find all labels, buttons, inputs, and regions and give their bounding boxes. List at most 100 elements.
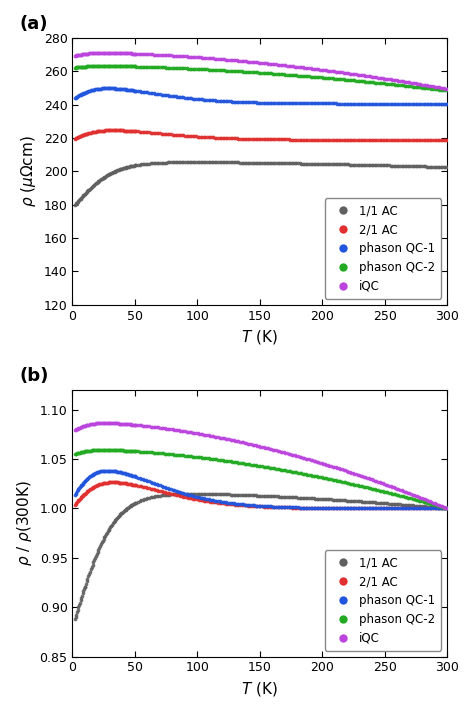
Point xyxy=(188,130,195,142)
Point xyxy=(121,61,128,72)
Point xyxy=(357,98,365,109)
Point xyxy=(218,157,225,168)
Point xyxy=(258,133,266,145)
Point xyxy=(214,496,222,507)
Point xyxy=(329,73,337,84)
Point xyxy=(238,133,246,144)
Point xyxy=(102,125,110,136)
Point xyxy=(90,557,97,568)
Point xyxy=(73,448,80,459)
Point xyxy=(261,58,269,69)
Point xyxy=(94,444,101,456)
Point xyxy=(131,498,139,509)
Point xyxy=(125,478,133,490)
Point xyxy=(83,186,91,198)
Point xyxy=(134,472,142,483)
Point xyxy=(290,98,297,109)
Point xyxy=(126,84,134,96)
Point xyxy=(256,97,264,108)
Point xyxy=(222,96,229,107)
Point xyxy=(137,159,145,170)
Point xyxy=(105,444,112,456)
Point xyxy=(376,98,383,109)
Point xyxy=(91,61,99,72)
Point xyxy=(127,469,135,481)
Point xyxy=(78,590,86,601)
Point xyxy=(230,498,237,509)
Point xyxy=(297,134,305,145)
Point xyxy=(443,161,451,173)
Point xyxy=(296,451,303,463)
Point xyxy=(275,501,283,513)
Point xyxy=(79,588,87,599)
Point xyxy=(115,125,123,136)
Point xyxy=(228,498,236,509)
Point xyxy=(165,62,173,73)
Point xyxy=(230,456,237,468)
Point xyxy=(333,462,341,473)
Point xyxy=(77,446,84,458)
Point xyxy=(329,503,337,514)
Point xyxy=(122,504,129,515)
Point xyxy=(99,173,107,184)
Point xyxy=(78,48,86,60)
Point xyxy=(145,158,153,169)
Point xyxy=(195,428,203,439)
Point xyxy=(110,61,118,72)
Point xyxy=(85,184,93,195)
Point xyxy=(368,503,375,514)
Point xyxy=(81,61,89,72)
Point xyxy=(294,502,302,513)
Point xyxy=(78,421,85,433)
Point xyxy=(112,47,120,58)
Point xyxy=(413,160,421,172)
Point xyxy=(121,505,128,516)
Point xyxy=(332,503,339,514)
Point xyxy=(351,159,358,170)
Point xyxy=(243,66,250,78)
Point xyxy=(128,500,135,511)
Point xyxy=(351,496,358,507)
Point xyxy=(74,496,82,507)
Point xyxy=(280,501,288,513)
Point xyxy=(126,501,134,512)
Point xyxy=(128,419,135,430)
Point xyxy=(250,439,258,451)
Point xyxy=(208,53,216,64)
Point xyxy=(136,496,143,507)
Point xyxy=(356,69,363,81)
Point xyxy=(231,66,239,77)
Point xyxy=(421,503,429,514)
Point xyxy=(374,134,382,145)
Point xyxy=(131,125,139,137)
Point xyxy=(213,497,220,508)
Point xyxy=(428,498,435,510)
Point xyxy=(283,465,291,476)
Point xyxy=(326,134,333,145)
Point xyxy=(161,448,168,459)
Point xyxy=(128,478,135,490)
Point xyxy=(163,423,170,434)
Point xyxy=(354,496,362,507)
Point xyxy=(76,194,84,205)
Point xyxy=(326,493,333,505)
Point xyxy=(379,478,386,489)
Point xyxy=(89,445,96,456)
Point xyxy=(413,134,421,145)
Point xyxy=(189,93,197,104)
Point xyxy=(390,74,398,86)
Point xyxy=(227,498,234,509)
Point xyxy=(103,170,111,181)
Point xyxy=(277,491,284,503)
Point xyxy=(241,489,248,501)
Point xyxy=(161,49,168,61)
Point xyxy=(307,502,314,513)
Point xyxy=(305,134,313,145)
Point xyxy=(290,491,297,503)
Point xyxy=(163,489,170,501)
Point xyxy=(96,466,104,477)
Point xyxy=(150,478,157,489)
Point xyxy=(71,499,79,511)
Point xyxy=(216,497,223,508)
Point xyxy=(255,500,263,511)
